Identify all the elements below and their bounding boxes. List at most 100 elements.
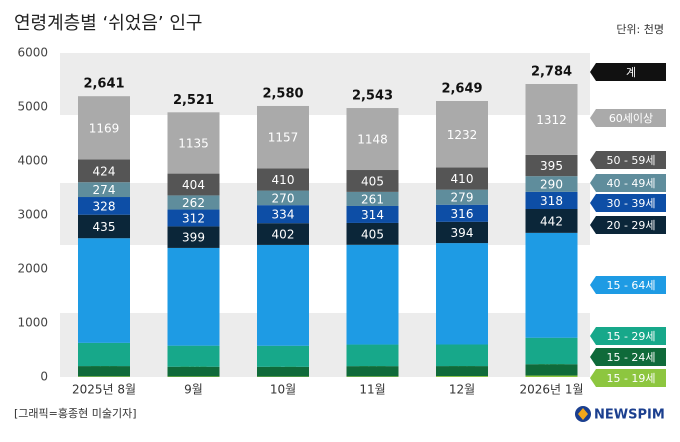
bar-segment bbox=[257, 223, 309, 245]
data-label: 435 bbox=[93, 220, 116, 234]
bar-segment bbox=[167, 366, 220, 377]
data-label: 312 bbox=[182, 211, 205, 225]
bar-segment bbox=[436, 204, 488, 222]
bar-segment bbox=[525, 375, 578, 377]
data-label: 261 bbox=[361, 192, 384, 206]
bar-segment bbox=[346, 205, 399, 223]
bar-segment bbox=[257, 105, 309, 169]
total-label: 2,580 bbox=[262, 86, 303, 101]
legend-box bbox=[590, 174, 666, 192]
legend-label: 15 - 24세 bbox=[606, 351, 655, 364]
data-label: 328 bbox=[93, 199, 116, 213]
bar-segment bbox=[436, 167, 488, 190]
bar-segment bbox=[78, 182, 130, 198]
source: [그래픽=홍종현 미술기자] bbox=[14, 406, 137, 420]
bar-segment bbox=[78, 96, 130, 160]
legend-label: 15 - 19세 bbox=[606, 372, 655, 385]
legend-box bbox=[590, 369, 666, 387]
bar-segment bbox=[257, 345, 309, 367]
x-tick-label: 2026년 1월 bbox=[519, 383, 583, 397]
data-label: 314 bbox=[361, 208, 384, 222]
bar-segment bbox=[167, 209, 220, 227]
y-tick-label: 6000 bbox=[17, 46, 48, 60]
legend-box bbox=[590, 327, 666, 345]
data-label: 316 bbox=[451, 207, 474, 221]
data-label: 318 bbox=[540, 194, 563, 208]
y-tick-label: 3000 bbox=[17, 208, 48, 222]
bar-segment bbox=[257, 366, 309, 377]
chart-title: 연령계층별 ‘쉬었음’ 인구 bbox=[14, 13, 203, 34]
bar-segment bbox=[525, 176, 578, 192]
data-label: 270 bbox=[272, 191, 295, 205]
data-label: 1135 bbox=[178, 136, 209, 150]
total-label: 2,784 bbox=[531, 64, 572, 79]
band bbox=[60, 183, 590, 245]
bar-segment bbox=[525, 154, 578, 177]
legend-label: 30 - 39세 bbox=[606, 197, 655, 210]
x-tick-label: 12월 bbox=[449, 383, 475, 397]
bar-segment bbox=[525, 209, 578, 233]
bar-segment bbox=[436, 189, 488, 205]
x-tick-label: 11월 bbox=[359, 383, 385, 397]
legend-box bbox=[590, 63, 666, 81]
total-label: 2,649 bbox=[441, 82, 482, 97]
legend-label: 15 - 64세 bbox=[606, 279, 655, 292]
legend-label: 20 - 29세 bbox=[606, 219, 655, 232]
data-label: 1148 bbox=[357, 133, 388, 147]
data-label: 405 bbox=[361, 174, 384, 188]
x-tick-label: 2025년 8월 bbox=[72, 383, 136, 397]
bar-segment bbox=[346, 108, 399, 171]
bar-segment bbox=[436, 376, 488, 377]
bar-segment bbox=[78, 214, 130, 239]
legend-box bbox=[590, 216, 666, 234]
data-label: 399 bbox=[182, 231, 205, 245]
bar-segment bbox=[167, 195, 220, 210]
bar-segment bbox=[257, 190, 309, 206]
legend-label: 50 - 59세 bbox=[606, 154, 655, 167]
bar-segment bbox=[525, 232, 578, 338]
logo: NEWSPIM bbox=[594, 408, 665, 423]
bar-segment bbox=[78, 342, 130, 367]
data-label: 290 bbox=[540, 178, 563, 192]
y-tick-label: 1000 bbox=[17, 316, 48, 330]
x-tick-label: 10월 bbox=[270, 383, 296, 397]
bar-segment bbox=[346, 366, 399, 377]
y-tick-label: 2000 bbox=[17, 262, 48, 276]
data-label: 395 bbox=[540, 159, 563, 173]
x-tick-label: 9월 bbox=[184, 383, 203, 397]
band bbox=[60, 53, 590, 115]
bar-segment bbox=[346, 244, 399, 345]
y-tick-label: 5000 bbox=[17, 100, 48, 114]
data-label: 1169 bbox=[89, 121, 120, 135]
bar-segment bbox=[167, 112, 220, 174]
data-label: 262 bbox=[182, 196, 205, 210]
legend-box bbox=[590, 276, 666, 294]
bar-segment bbox=[436, 101, 488, 168]
bar-segment bbox=[346, 376, 399, 377]
y-tick-label: 0 bbox=[40, 370, 48, 384]
total-label: 2,641 bbox=[83, 77, 124, 92]
data-label: 279 bbox=[451, 191, 474, 205]
bar-segment bbox=[78, 238, 130, 343]
bar-segment bbox=[346, 222, 399, 245]
unit: 단위: 천명 bbox=[616, 22, 664, 36]
data-label: 334 bbox=[272, 208, 295, 222]
bar-segment bbox=[257, 244, 309, 346]
bar-segment bbox=[525, 191, 578, 210]
bar-segment bbox=[346, 191, 399, 206]
bar-segment bbox=[78, 197, 130, 215]
bar-segment bbox=[257, 205, 309, 224]
bar-segment bbox=[78, 366, 130, 377]
legend-box bbox=[590, 151, 666, 169]
legend-label: 15 - 29세 bbox=[606, 330, 655, 343]
bar-segment bbox=[346, 170, 399, 192]
logo-icon bbox=[578, 408, 588, 420]
data-label: 442 bbox=[540, 214, 563, 228]
bar-segment bbox=[257, 168, 309, 191]
legend-label: 60세이상 bbox=[609, 112, 653, 125]
data-label: 410 bbox=[272, 173, 295, 187]
bar-segment bbox=[167, 173, 220, 196]
band bbox=[60, 313, 590, 377]
legend-box bbox=[590, 109, 666, 127]
